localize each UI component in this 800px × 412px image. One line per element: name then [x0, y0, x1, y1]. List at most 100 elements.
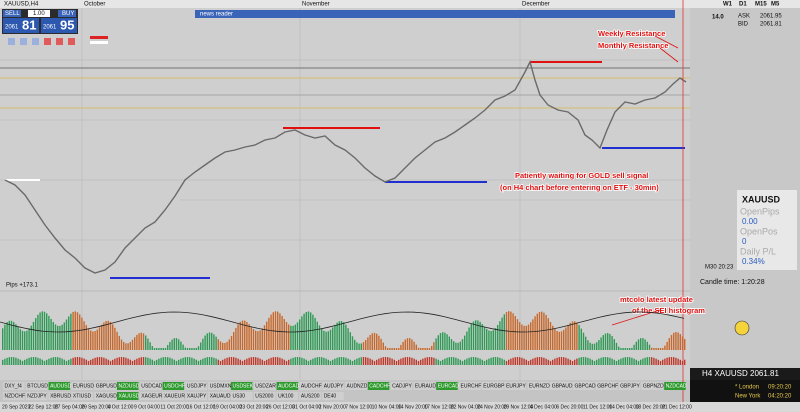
symbol-label[interactable]: XAUJPY — [187, 393, 207, 399]
symbol-button[interactable] — [139, 392, 162, 400]
symbol-label[interactable]: AUDNZD — [347, 383, 368, 389]
symbol-label[interactable]: GBPCHF — [597, 383, 618, 389]
symbol-button[interactable] — [117, 392, 139, 400]
symbol-label[interactable]: GBPNZD — [643, 383, 664, 389]
symbol-button[interactable] — [345, 382, 367, 390]
symbol-button[interactable] — [618, 382, 641, 390]
symbol-button[interactable] — [231, 392, 253, 400]
symbol-label[interactable]: US30 — [233, 393, 246, 399]
symbol-label[interactable]: USDSEK — [233, 383, 254, 389]
symbol-label[interactable]: EURGBP — [483, 383, 505, 389]
lot-input[interactable] — [28, 10, 50, 17]
symbol-button[interactable] — [299, 392, 321, 400]
symbol-button[interactable] — [573, 382, 595, 390]
symbol-button[interactable] — [664, 382, 686, 390]
symbol-button[interactable] — [276, 382, 299, 390]
symbol-button[interactable] — [390, 382, 413, 390]
symbol-label[interactable]: AUDCHF — [301, 383, 322, 389]
symbol-button[interactable] — [94, 392, 116, 400]
symbol-label[interactable]: XTIUSD — [73, 393, 92, 399]
symbol-label[interactable]: DE40 — [324, 393, 337, 399]
symbol-button[interactable] — [459, 382, 481, 390]
symbol-label[interactable]: AUDJPY — [324, 383, 344, 389]
symbol-button[interactable] — [208, 392, 230, 400]
symbol-button[interactable] — [436, 382, 458, 390]
symbol-button[interactable] — [48, 392, 71, 400]
symbol-button[interactable] — [276, 392, 299, 400]
sell-label[interactable]: SELL — [5, 11, 20, 17]
symbol-button[interactable] — [253, 382, 276, 390]
symbol-label[interactable]: AUDCAD — [278, 383, 300, 389]
symbol-button[interactable] — [299, 382, 321, 390]
symbol-button[interactable] — [71, 382, 93, 390]
symbol-label[interactable]: XAGEUR — [141, 393, 163, 399]
symbol-button[interactable] — [162, 392, 185, 400]
symbol-label[interactable]: NZDCAD — [666, 383, 687, 389]
symbol-label[interactable]: CADCHF — [369, 383, 390, 389]
symbol-label[interactable]: USDMXN — [210, 383, 232, 389]
symbol-label[interactable]: GBPUSD — [96, 383, 118, 389]
symbol-button[interactable] — [25, 392, 48, 400]
symbol-label[interactable]: XAUUSD — [119, 393, 140, 399]
symbol-label[interactable]: EURUSD — [73, 383, 95, 389]
symbol-button[interactable] — [139, 382, 162, 390]
symbol-label[interactable]: XAUAUD — [210, 393, 231, 399]
symbol-label[interactable]: XAGUSD — [96, 393, 118, 399]
symbol-label[interactable]: USDCAD — [141, 383, 163, 389]
symbol-button[interactable] — [527, 382, 549, 390]
symbol-button[interactable] — [641, 382, 663, 390]
sell-button[interactable] — [3, 10, 21, 17]
symbol-label[interactable]: GBPJPY — [620, 383, 640, 389]
buy-label[interactable]: BUY — [62, 11, 74, 17]
buy-button[interactable] — [58, 10, 76, 17]
timeframe-button[interactable]: M5 — [771, 2, 780, 8]
news-reader[interactable]: news reader — [200, 12, 233, 18]
symbol-label[interactable]: EURCAD — [438, 383, 460, 389]
symbol-label[interactable]: EURAUD — [415, 383, 437, 389]
timeframe-button[interactable]: D1 — [739, 2, 747, 8]
symbol-label[interactable]: NZDUSD — [119, 383, 140, 389]
symbol-button[interactable] — [504, 382, 527, 390]
lot-size[interactable]: 1.00 — [33, 11, 45, 17]
symbol-button[interactable] — [595, 382, 618, 390]
symbol-button[interactable] — [3, 392, 25, 400]
symbol-label[interactable]: XAUEUR — [164, 393, 185, 399]
symbol-button[interactable] — [231, 382, 253, 390]
symbol-label[interactable]: GBPAUD — [552, 383, 573, 389]
symbol-button[interactable] — [322, 392, 344, 400]
symbol-label[interactable]: USDJPY — [187, 383, 207, 389]
symbol-label[interactable]: UK100 — [278, 393, 294, 399]
symbol-label[interactable]: XBRUSD — [50, 393, 71, 399]
symbol-button[interactable] — [481, 382, 504, 390]
symbol-label[interactable]: GBPCAD — [575, 383, 597, 389]
symbol-label[interactable]: AUDUSD — [50, 383, 72, 389]
symbol-label[interactable]: USDCHF — [164, 383, 185, 389]
symbol-label[interactable]: USDZAR — [255, 383, 276, 389]
symbol-label[interactable]: BTCUSD — [27, 383, 48, 389]
symbol-button[interactable] — [71, 392, 93, 400]
buy-price-box[interactable] — [41, 18, 77, 33]
symbol-button[interactable] — [3, 382, 25, 390]
symbol-button[interactable] — [94, 382, 116, 390]
symbol-button[interactable] — [550, 382, 572, 390]
timeframe-button[interactable]: M15 — [755, 2, 767, 8]
symbol-label[interactable]: NZDJPY — [27, 393, 47, 399]
symbol-label[interactable]: US2000 — [255, 393, 273, 399]
symbol-button[interactable] — [322, 382, 344, 390]
symbol-button[interactable] — [208, 382, 230, 390]
timeframe-button[interactable]: W1 — [723, 2, 733, 8]
symbol-button[interactable] — [162, 382, 185, 390]
symbol-label[interactable]: EURNZD — [529, 383, 550, 389]
symbol-button[interactable] — [185, 382, 207, 390]
symbol-button[interactable] — [185, 392, 207, 400]
symbol-label[interactable]: NZDCHF — [5, 393, 26, 399]
sell-price-box[interactable] — [3, 18, 39, 33]
symbol-button[interactable] — [367, 382, 390, 390]
symbol-button[interactable] — [117, 382, 139, 390]
news-bar[interactable] — [195, 10, 675, 18]
symbol-button[interactable] — [253, 392, 276, 400]
symbol-label[interactable]: CADJPY — [392, 383, 412, 389]
symbol-label[interactable]: AUS200 — [301, 393, 320, 399]
symbol-label[interactable]: EURCHF — [461, 383, 482, 389]
symbol-label[interactable]: DXY_f4 — [5, 383, 22, 389]
